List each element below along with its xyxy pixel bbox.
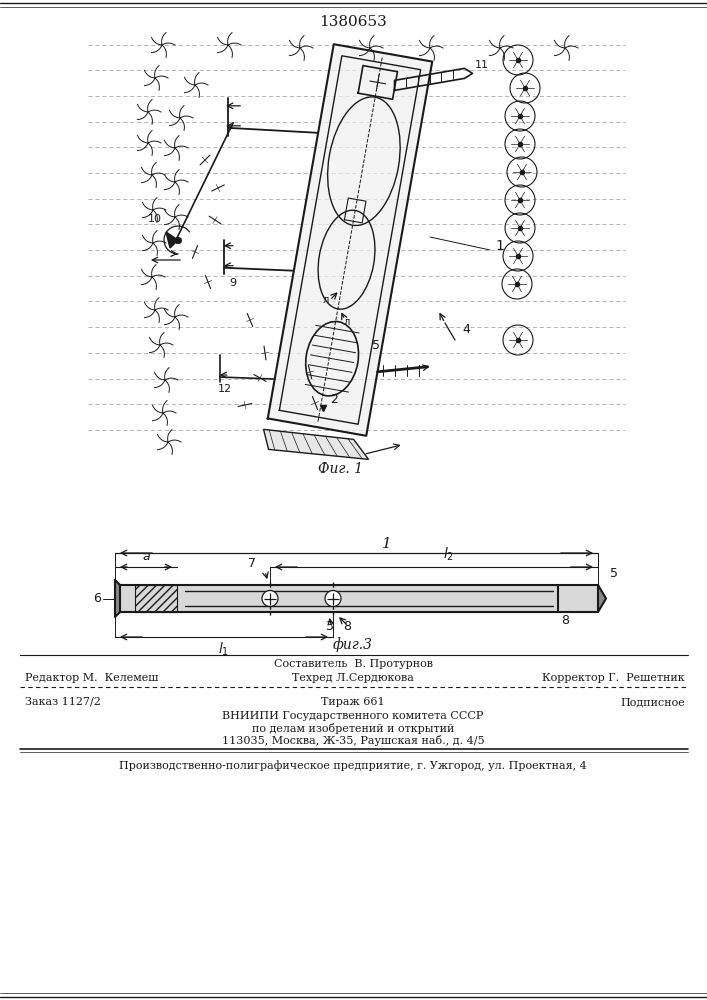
Text: 1: 1: [382, 537, 392, 551]
Text: Составитель  В. Протурнов: Составитель В. Протурнов: [274, 659, 433, 669]
Polygon shape: [166, 232, 178, 248]
Text: 113035, Москва, Ж-35, Раушская наб., д. 4/5: 113035, Москва, Ж-35, Раушская наб., д. …: [222, 735, 484, 746]
Text: 3: 3: [325, 620, 333, 633]
Text: Фиг. 1: Фиг. 1: [318, 462, 363, 476]
Text: 8: 8: [561, 614, 569, 627]
Polygon shape: [115, 580, 120, 617]
Polygon shape: [264, 429, 368, 459]
Text: Заказ 1127/2: Заказ 1127/2: [25, 697, 101, 707]
Bar: [135, 585, 177, 612]
Text: Техред Л.Сердюкова: Техред Л.Сердюкова: [292, 673, 414, 683]
Text: 10: 10: [148, 214, 162, 224]
Text: 8: 8: [343, 620, 351, 633]
Text: $l_1$: $l_1$: [218, 641, 230, 658]
Text: по делам изобретений и открытий: по делам изобретений и открытий: [252, 723, 454, 734]
Text: 1380653: 1380653: [319, 15, 387, 29]
Text: a: a: [142, 550, 150, 563]
Text: фиг.3: фиг.3: [333, 637, 373, 652]
Text: 4: 4: [462, 323, 470, 336]
Text: ВНИИПИ Государственного комитета СССР: ВНИИПИ Государственного комитета СССР: [222, 711, 484, 721]
Circle shape: [262, 590, 278, 606]
Text: 12: 12: [218, 384, 232, 394]
Circle shape: [325, 590, 341, 606]
Text: Производственно-полиграфическое предприятие, г. Ужгород, ул. Проектная, 4: Производственно-полиграфическое предприя…: [119, 760, 587, 771]
Text: л: л: [344, 317, 350, 327]
Polygon shape: [598, 585, 606, 612]
Text: Корректор Г.  Решетник: Корректор Г. Решетник: [542, 673, 685, 683]
Text: 1: 1: [495, 239, 504, 253]
Polygon shape: [268, 44, 432, 436]
Text: $l_2$: $l_2$: [443, 546, 455, 563]
Text: 5: 5: [610, 567, 618, 580]
Text: Подписное: Подписное: [620, 697, 685, 707]
Text: 11: 11: [474, 60, 489, 70]
Text: л: л: [322, 295, 329, 305]
Text: 7: 7: [248, 557, 256, 570]
Text: 5: 5: [372, 339, 380, 352]
Text: 2: 2: [330, 393, 338, 406]
Text: 6: 6: [93, 592, 101, 605]
Text: 9: 9: [229, 278, 236, 288]
Text: Редактор М.  Келемеш: Редактор М. Келемеш: [25, 673, 158, 683]
Text: Тираж 661: Тираж 661: [321, 697, 385, 707]
